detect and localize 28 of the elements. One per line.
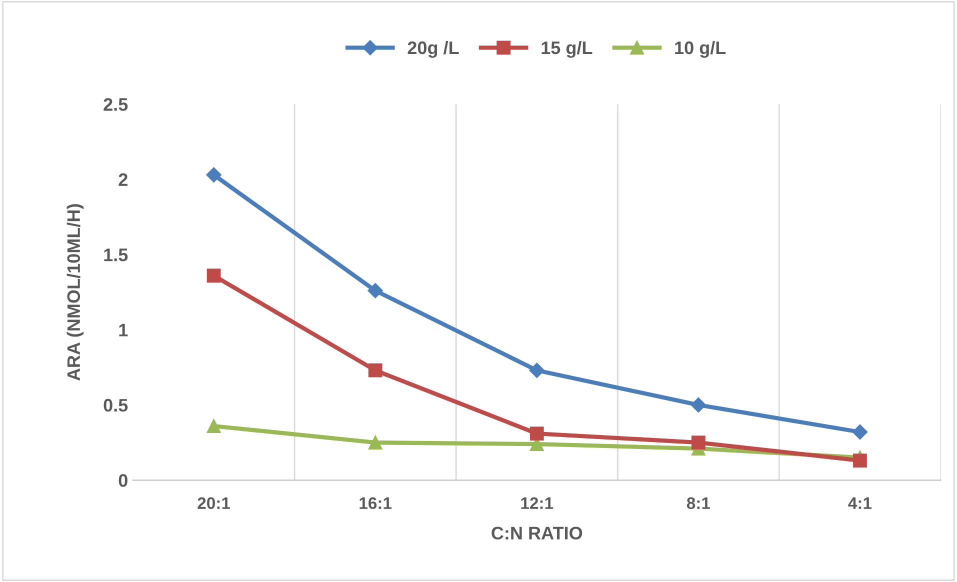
x-tick-label: 8:1: [686, 497, 710, 510]
y-tick-label: 1.5: [104, 248, 128, 262]
y-tick-label: 2.5: [104, 98, 128, 111]
point: [206, 268, 221, 283]
y-axis-title: ARA (NMOL/10ML/H): [66, 204, 84, 381]
x-axis-title: C:N RATIO: [492, 526, 582, 540]
y-tick-label: 2: [118, 173, 128, 186]
x-tick-label: 20:1: [198, 497, 230, 510]
x-tick-label: 12:1: [521, 497, 554, 509]
y-tick-label: 0: [118, 474, 128, 487]
legend-label: 20g /L: [408, 40, 459, 58]
point: [368, 363, 382, 378]
point: [529, 362, 544, 378]
legend-label: 15 g/L: [542, 40, 592, 58]
x-tick-label: 16:1: [360, 497, 392, 510]
point: [206, 167, 222, 182]
point: [852, 424, 868, 440]
point: [691, 436, 706, 450]
x-tick-label: 4:1: [848, 497, 872, 509]
point: [368, 436, 382, 450]
y-tick-label: 1: [119, 324, 128, 336]
point: [690, 397, 706, 413]
point: [206, 419, 221, 433]
point: [368, 283, 383, 298]
point: [853, 454, 867, 468]
point: [530, 426, 544, 440]
y-tick-label: 0.5: [104, 398, 128, 412]
legend-label: 10 g/L: [675, 40, 726, 58]
